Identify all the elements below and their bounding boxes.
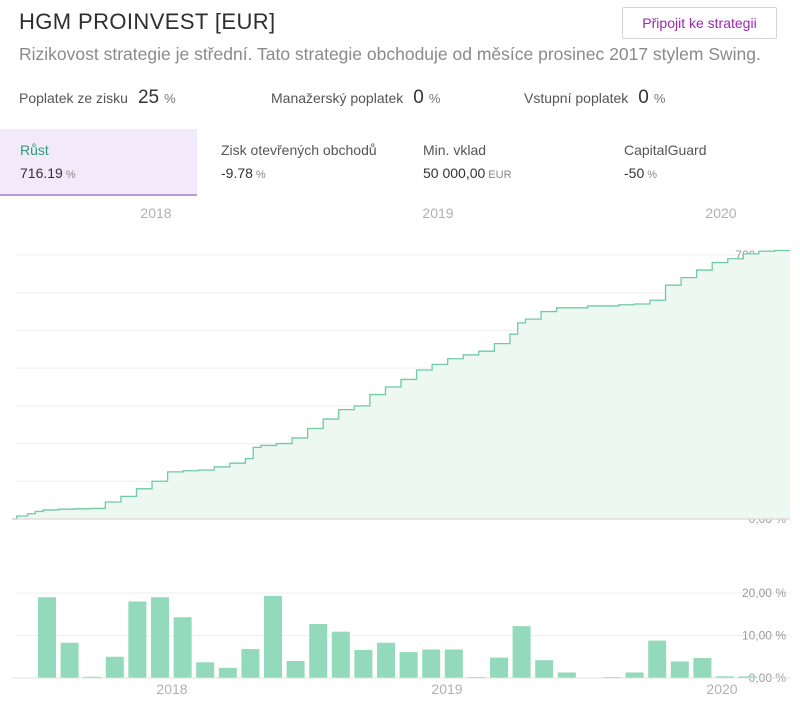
monthly-return-bar <box>264 595 282 678</box>
tab-value: -50 <box>624 165 645 181</box>
monthly-return-bar <box>128 601 147 678</box>
bar-year-label: 2020 <box>706 681 737 697</box>
tab-label: Růst <box>20 142 49 158</box>
monthly-return-bar <box>490 657 508 678</box>
tab-min-deposit[interactable]: Min. vklad 50 000,00 EUR <box>403 129 603 196</box>
monthly-return-bar <box>738 676 757 678</box>
monthly-return-bar <box>422 649 441 678</box>
monthly-return-bar <box>648 640 667 678</box>
tab-growth[interactable]: Růst 716.19% <box>0 129 197 196</box>
tab-capitalguard[interactable]: CapitalGuard -50% <box>604 129 794 196</box>
bar-y-tick-label: 10,00 % <box>742 629 786 643</box>
fee-label: Poplatek ze zisku <box>19 90 128 106</box>
monthly-return-bar <box>60 642 79 678</box>
monthly-return-bar <box>354 649 373 678</box>
tab-value: -9.78 <box>221 165 253 181</box>
tab-value: 50 000,00 <box>423 165 486 181</box>
monthly-return-bar <box>241 649 260 678</box>
strategy-title: HGM PROINVEST [EUR] <box>19 9 276 34</box>
fee-entry: Vstupní poplatek 0 % <box>524 87 665 109</box>
monthly-return-bar <box>218 667 237 678</box>
growth-year-label: 2020 <box>705 205 736 221</box>
growth-year-label: 2019 <box>422 205 453 221</box>
bar-year-label: 2019 <box>431 681 462 697</box>
tab-label: Zisk otevřených obchodů <box>221 142 377 158</box>
fee-value: 0 <box>413 87 424 108</box>
tab-unit: EUR <box>488 169 512 181</box>
tab-open-trades-profit[interactable]: Zisk otevřených obchodů -9.78% <box>201 129 401 196</box>
tab-unit: % <box>255 169 266 181</box>
monthly-return-bar <box>151 597 169 678</box>
monthly-return-bar <box>83 676 102 678</box>
monthly-return-bar <box>670 661 689 678</box>
bar-y-tick-label: 20,00 % <box>742 586 786 600</box>
growth-line <box>12 249 790 520</box>
fee-value: 25 <box>137 87 160 108</box>
monthly-return-bar <box>399 652 418 678</box>
connect-to-strategy-button[interactable]: Připojit ke strategii <box>622 7 777 39</box>
monthly-return-bar <box>625 672 644 678</box>
monthly-return-bar <box>196 662 215 678</box>
growth-year-label: 2018 <box>140 205 171 221</box>
monthly-return-bar <box>535 660 554 678</box>
tab-value: 716.19 <box>20 165 63 181</box>
monthly-return-bar <box>512 626 531 678</box>
fee-unit: % <box>653 91 666 106</box>
monthly-return-bar <box>716 676 734 678</box>
monthly-return-bar <box>173 617 192 678</box>
fee-label: Manažerský poplatek <box>271 90 404 106</box>
monthly-return-bar <box>693 658 712 678</box>
tab-label: CapitalGuard <box>624 142 707 158</box>
strategy-description: Rizikovost strategie je střední. Tato st… <box>19 44 761 64</box>
monthly-return-bar <box>286 661 305 678</box>
monthly-return-bar <box>309 624 328 678</box>
monthly-return-bar <box>105 656 124 678</box>
monthly-return-bar <box>444 649 463 678</box>
tab-unit: % <box>647 169 658 181</box>
fee-profit: Poplatek ze zisku 25 % <box>19 87 176 109</box>
fee-value: 0 <box>638 87 649 108</box>
monthly-return-bar <box>331 631 350 678</box>
monthly-return-bar <box>38 597 56 678</box>
tab-label: Min. vklad <box>423 142 487 158</box>
fee-label: Vstupní poplatek <box>524 90 629 106</box>
tab-unit: % <box>65 169 76 181</box>
monthly-return-bar <box>557 672 576 678</box>
fee-unit: % <box>164 91 176 106</box>
bar-year-label: 2018 <box>156 681 187 697</box>
monthly-return-bar <box>377 642 395 678</box>
fee-management: Manažerský poplatek 0 % <box>271 87 440 109</box>
fee-unit: % <box>428 91 441 106</box>
